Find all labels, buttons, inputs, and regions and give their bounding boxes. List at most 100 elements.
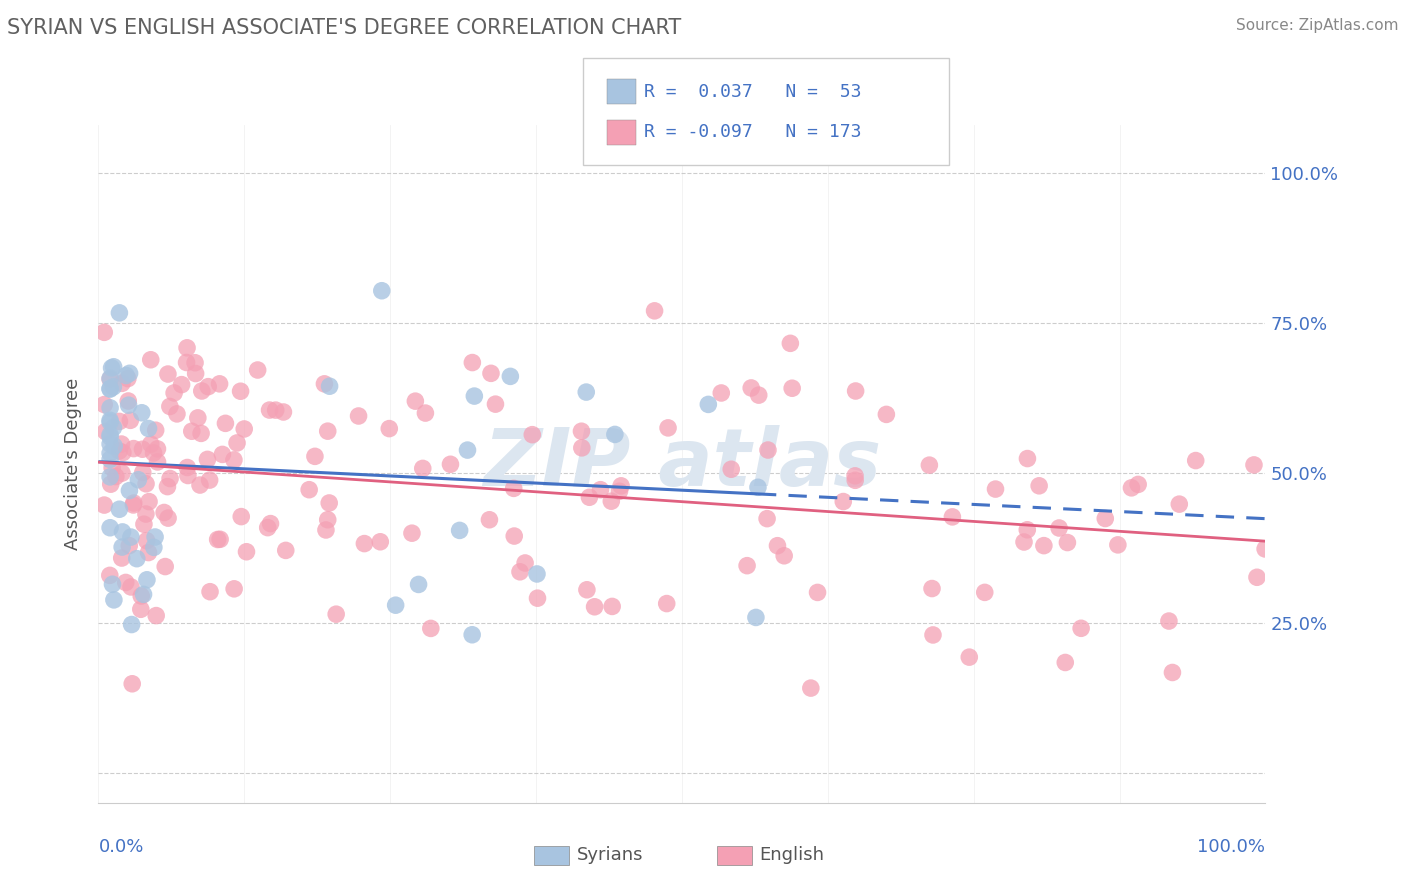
Point <box>108 306 131 320</box>
Point <box>657 421 679 435</box>
Point <box>93 398 115 412</box>
Point <box>103 359 125 374</box>
Point <box>101 460 124 475</box>
Point <box>94 425 117 439</box>
Point <box>1157 614 1180 628</box>
Point <box>1243 458 1265 472</box>
Point <box>747 480 769 494</box>
Point <box>1121 481 1143 495</box>
Point <box>187 410 209 425</box>
Point <box>246 363 269 377</box>
Point <box>756 443 779 458</box>
Point <box>117 371 139 385</box>
Point <box>98 371 121 385</box>
Point <box>111 540 134 554</box>
Point <box>93 326 115 340</box>
Point <box>145 423 167 437</box>
Point <box>806 585 828 599</box>
Point <box>259 403 281 417</box>
Point <box>720 462 742 476</box>
Point <box>98 427 121 442</box>
Point <box>644 303 666 318</box>
Point <box>499 369 522 384</box>
Point <box>1094 511 1116 525</box>
Point <box>101 577 124 591</box>
Point <box>779 336 801 351</box>
Point <box>609 484 631 499</box>
Point <box>127 473 149 487</box>
Point <box>378 422 401 436</box>
Point <box>832 494 855 508</box>
Point <box>1168 497 1191 511</box>
Point <box>1017 523 1039 537</box>
Point <box>957 650 980 665</box>
Point <box>509 565 531 579</box>
Point <box>153 506 176 520</box>
Point <box>120 413 142 427</box>
Point <box>484 397 506 411</box>
Point <box>773 549 796 563</box>
Point <box>502 482 524 496</box>
Point <box>710 386 733 401</box>
Point <box>121 617 143 632</box>
Point <box>159 471 181 485</box>
Point <box>118 539 141 553</box>
Point <box>197 379 219 393</box>
Point <box>844 473 866 487</box>
Point <box>575 582 598 597</box>
Point <box>259 516 281 531</box>
Point <box>131 442 153 457</box>
Point <box>191 384 214 398</box>
Point <box>1070 621 1092 635</box>
Point <box>1054 656 1077 670</box>
Point <box>1161 665 1184 680</box>
Point <box>918 458 941 472</box>
Point <box>166 407 188 421</box>
Point <box>131 406 153 420</box>
Point <box>401 526 423 541</box>
Point <box>157 511 180 525</box>
Point <box>198 473 221 487</box>
Point <box>571 441 593 455</box>
Point <box>780 381 803 395</box>
Point <box>304 450 326 464</box>
Point <box>176 341 198 355</box>
Point <box>197 452 219 467</box>
Point <box>1047 521 1070 535</box>
Point <box>1017 451 1039 466</box>
Point <box>117 394 139 409</box>
Point <box>224 582 246 596</box>
Point <box>98 413 121 427</box>
Point <box>461 355 484 369</box>
Point <box>98 452 121 467</box>
Point <box>146 455 169 469</box>
Point <box>146 442 169 456</box>
Text: Syrians: Syrians <box>576 847 643 864</box>
Point <box>98 470 121 484</box>
Point <box>108 502 131 516</box>
Point <box>98 382 121 396</box>
Point <box>135 476 157 491</box>
Point <box>274 543 297 558</box>
Point <box>180 424 202 438</box>
Point <box>211 447 233 461</box>
Point <box>589 483 612 497</box>
Point <box>600 494 623 508</box>
Point <box>368 534 391 549</box>
Point <box>98 372 121 386</box>
Point <box>188 478 211 492</box>
Point <box>176 460 198 475</box>
Text: 0.0%: 0.0% <box>98 838 143 856</box>
Point <box>103 439 125 453</box>
Point <box>503 529 526 543</box>
Point <box>941 509 963 524</box>
Point <box>98 401 121 415</box>
Point <box>111 524 134 539</box>
Point <box>93 498 115 512</box>
Point <box>156 367 179 381</box>
Point <box>298 483 321 497</box>
Point <box>118 483 141 498</box>
Point <box>740 381 762 395</box>
Point <box>110 437 132 451</box>
Point <box>766 539 789 553</box>
